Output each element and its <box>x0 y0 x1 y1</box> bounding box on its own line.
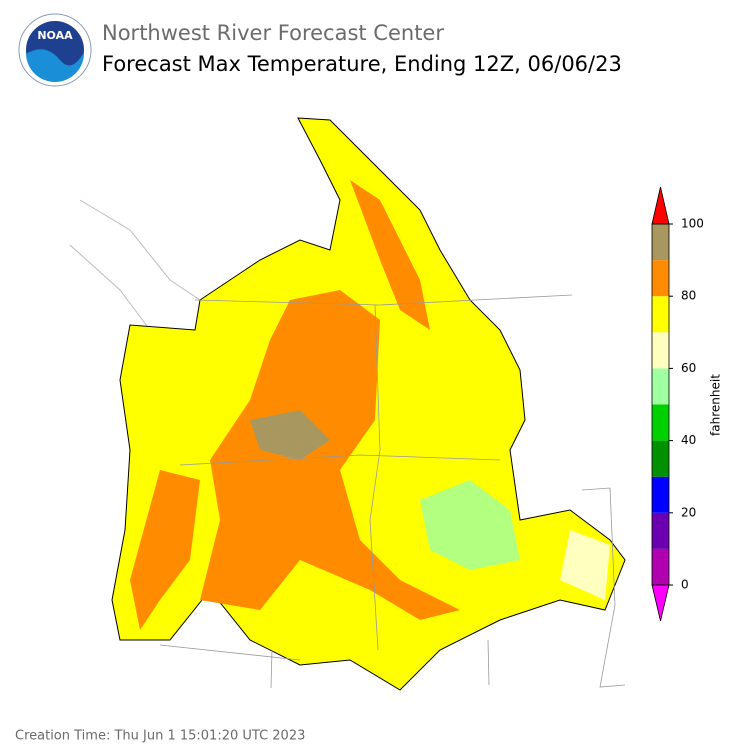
map <box>69 117 626 691</box>
colorbar-label: fahrenheit <box>709 374 723 436</box>
colorbar-under <box>651 584 670 622</box>
colorbar-segment <box>652 224 669 261</box>
colorbar-over <box>651 186 670 225</box>
colorbar-segment <box>652 512 669 549</box>
subtitle: Northwest River Forecast Center <box>102 21 444 45</box>
colorbar-frame <box>651 223 670 586</box>
colorbar-tick-label: 100 <box>681 217 704 231</box>
colorbar-tick-label: 40 <box>681 433 696 447</box>
colorbar-segment <box>652 296 669 333</box>
colorbar-tick-label: 60 <box>681 361 696 375</box>
logo-text: NOAA <box>37 29 73 42</box>
colorbar-tick-label: 20 <box>681 505 696 519</box>
colorbar-tick-label: 80 <box>681 289 696 303</box>
colorbar-segment <box>652 332 669 369</box>
colorbar-segment <box>652 440 669 477</box>
colorbar-segment <box>652 260 669 297</box>
colorbar-segment <box>652 476 669 513</box>
colorbar-segment <box>652 548 669 585</box>
title: Forecast Max Temperature, Ending 12Z, 06… <box>102 52 622 76</box>
colorbar-tick-label: 0 <box>681 578 689 592</box>
noaa-logo: NOAA <box>18 13 92 87</box>
colorbar-segment <box>652 368 669 405</box>
colorbar: 0 20 40 60 80 100 <box>651 186 704 622</box>
creation-time: Creation Time: Thu Jun 1 15:01:20 UTC 20… <box>15 729 305 744</box>
colorbar-segment <box>652 404 669 441</box>
